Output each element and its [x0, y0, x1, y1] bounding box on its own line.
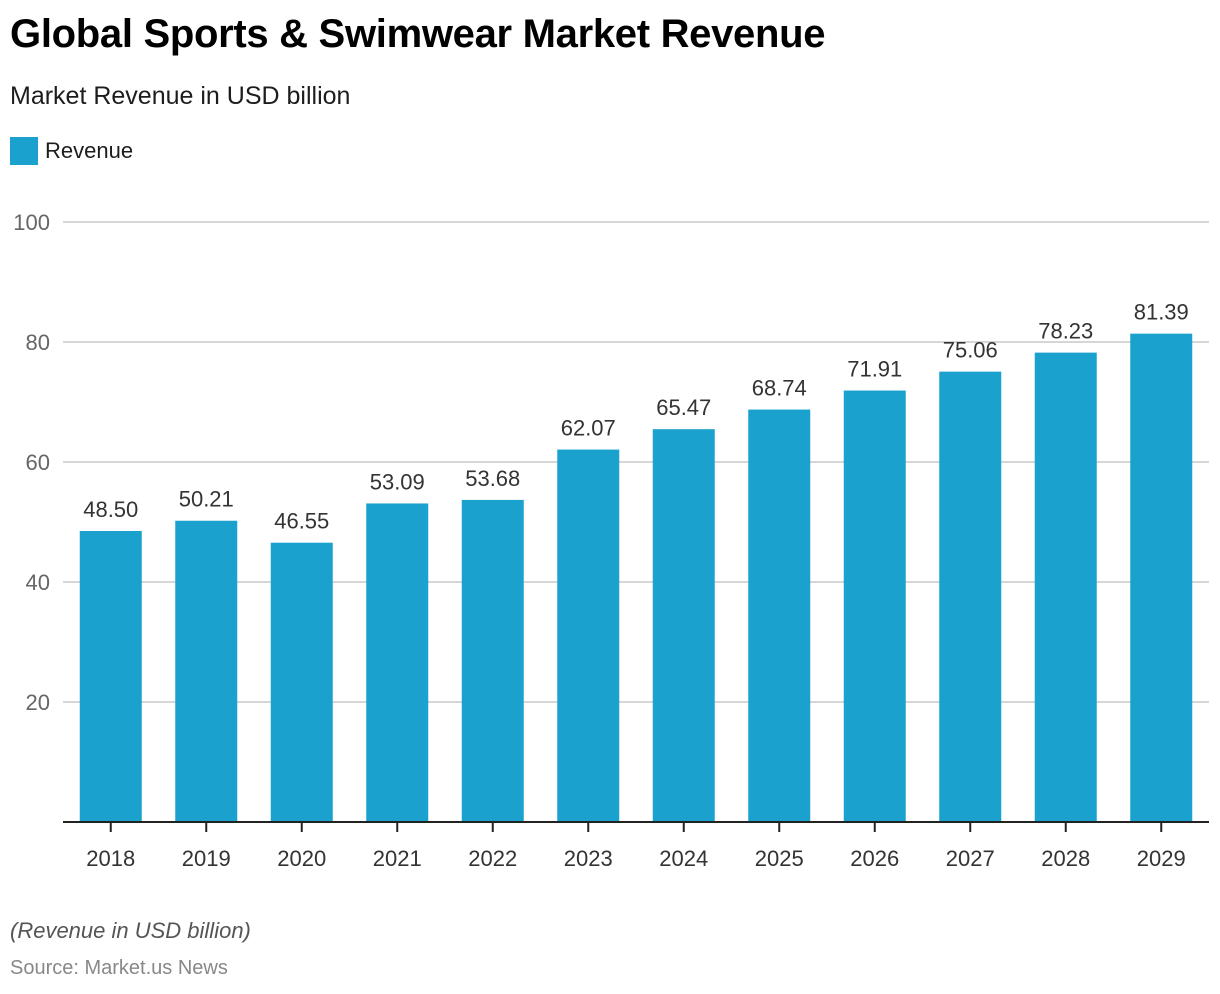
x-tick-label: 2026 — [850, 846, 899, 871]
y-tick-label: 100 — [13, 210, 50, 235]
bar — [270, 542, 333, 822]
x-tick-label: 2023 — [564, 846, 613, 871]
y-tick-label: 20 — [26, 690, 50, 715]
data-label: 75.06 — [943, 338, 998, 363]
y-tick-label: 60 — [26, 450, 50, 475]
x-tick-label: 2019 — [182, 846, 231, 871]
data-label: 65.47 — [656, 395, 711, 420]
data-label: 71.91 — [847, 357, 902, 382]
bar — [1130, 333, 1193, 822]
data-label: 50.21 — [179, 487, 234, 512]
y-tick-label: 80 — [26, 330, 50, 355]
bar — [843, 390, 906, 822]
legend-label: Revenue — [45, 138, 134, 163]
footnote: (Revenue in USD billion) — [10, 918, 251, 943]
x-tick-label: 2025 — [755, 846, 804, 871]
data-label: 78.23 — [1038, 319, 1093, 344]
source-note: Source: Market.us News — [10, 957, 228, 979]
x-tick-label: 2028 — [1041, 846, 1090, 871]
data-label: 62.07 — [561, 416, 616, 441]
data-label: 46.55 — [274, 509, 329, 534]
x-tick-label: 2027 — [946, 846, 995, 871]
y-tick-label: 40 — [26, 570, 50, 595]
data-label: 53.68 — [465, 466, 520, 491]
bar — [366, 503, 429, 822]
data-label: 48.50 — [83, 497, 138, 522]
chart-subtitle: Market Revenue in USD billion — [10, 82, 351, 110]
data-label: 68.74 — [752, 376, 807, 401]
x-tick-label: 2024 — [659, 846, 708, 871]
legend-swatch-icon — [10, 137, 38, 165]
bar — [652, 429, 715, 822]
bar — [79, 531, 142, 822]
x-tick-label: 2029 — [1137, 846, 1186, 871]
x-tick-label: 2018 — [86, 846, 135, 871]
gridlines — [63, 221, 1209, 703]
x-tick-label: 2020 — [277, 846, 326, 871]
x-axis: 2018 2019 2020 2021 2022 2023 2024 2025 2026 2027… — [63, 821, 1209, 871]
x-tick-label: 2021 — [373, 846, 422, 871]
data-label: 53.09 — [370, 469, 425, 494]
legend: Revenue — [10, 137, 133, 165]
bar — [748, 409, 811, 822]
bar — [175, 520, 238, 822]
bar — [939, 371, 1002, 822]
bar — [557, 449, 620, 822]
data-labels: 48.50 50.21 46.55 53.09 53.68 62.07 65.47 68.74… — [83, 300, 1189, 534]
chart-title: Global Sports & Swimwear Market Revenue — [10, 12, 826, 56]
bar — [461, 499, 524, 822]
bar — [1034, 352, 1097, 822]
y-axis-ticks: 20 40 60 80 100 — [13, 210, 50, 715]
data-label: 81.39 — [1134, 300, 1189, 325]
x-tick-label: 2022 — [468, 846, 517, 871]
bars — [79, 333, 1193, 822]
